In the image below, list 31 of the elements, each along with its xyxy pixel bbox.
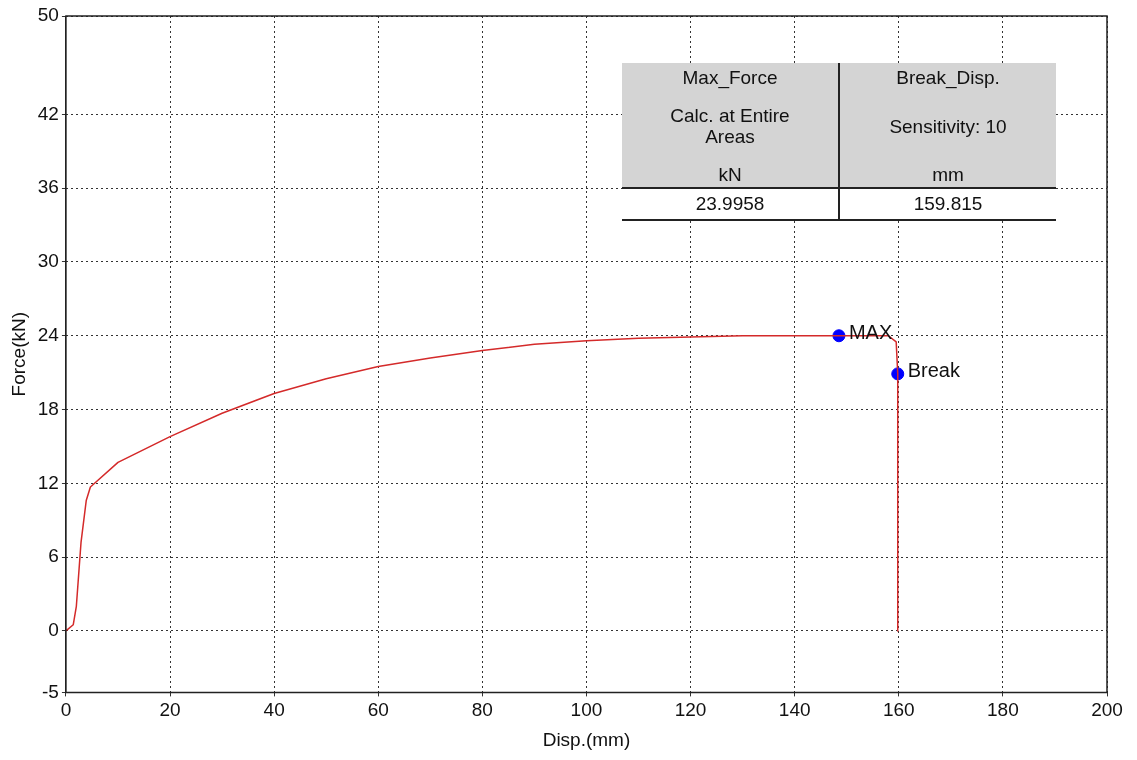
x-tick-label: 20: [159, 699, 181, 721]
y-tick-label: 42: [37, 102, 59, 124]
y-tick-label: 12: [37, 471, 59, 493]
y-tick-label: -5: [42, 680, 59, 702]
annotation: Max_Force: [681, 67, 779, 88]
annotation: kN: [717, 164, 743, 185]
annotation: mm: [931, 164, 965, 185]
series-label: Break: [907, 359, 961, 382]
x-tick-label: 40: [263, 699, 285, 721]
x-tick-label: 160: [882, 699, 915, 721]
y-tick-label: 18: [37, 397, 59, 419]
annotation: 159.815: [840, 189, 1056, 221]
y-tick-label: 0: [48, 619, 59, 641]
annotation: Calc. at Entire Areas: [669, 105, 791, 147]
x-tick-label: 100: [570, 699, 603, 721]
x-tick-label: 200: [1091, 699, 1123, 721]
x-tick-label: 80: [471, 699, 493, 721]
x-axis-title: Disp.(mm): [542, 728, 631, 750]
x-tick-label: 140: [778, 699, 811, 721]
annotation: Break_Disp.: [895, 67, 1001, 88]
annotation: 23.9958: [622, 189, 838, 221]
y-tick-label: 50: [37, 4, 59, 26]
y-axis-title: Force(kN): [7, 311, 29, 397]
x-tick-label: 180: [987, 699, 1019, 721]
x-tick-label: 120: [674, 699, 707, 721]
annotation: Sensitivity: 10: [888, 115, 1008, 137]
y-tick-label: 24: [37, 323, 60, 345]
y-tick-label: 36: [37, 176, 59, 198]
y-tick-label: 6: [48, 545, 59, 567]
y-tick-label: 30: [37, 250, 59, 272]
x-tick-label: 60: [367, 699, 389, 721]
